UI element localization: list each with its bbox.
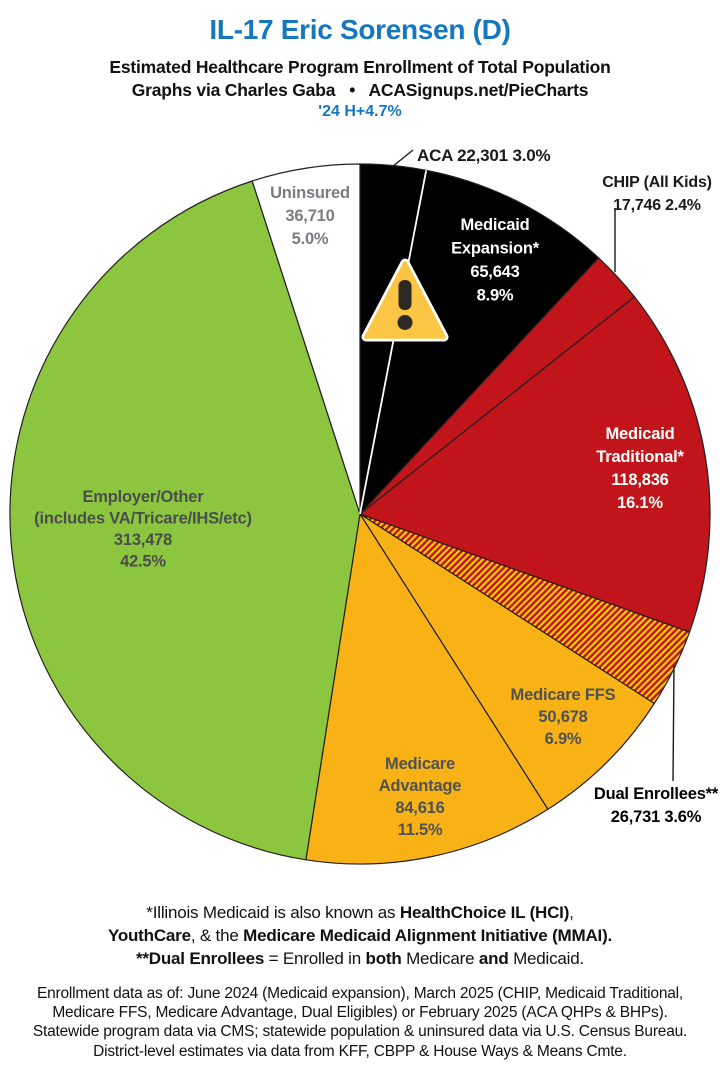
slice-label-medicare-advantage: Medicare Advantage 84,616 11.5% [379, 755, 462, 839]
source-note-line: Statewide program data via CMS; statewid… [32, 1023, 688, 1041]
slice-label-medicare-ffs: Medicare FFS 50,678 6.9% [511, 686, 616, 748]
aca-expansion-divider [359, 170, 428, 515]
leader-lines [391, 149, 675, 782]
pie-slice-employer-other [9, 180, 361, 861]
enrollment-change-note: '24 H+4.7% [318, 103, 402, 120]
slice-label-medicaid-expansion: Medicaid Expansion* 65,643 8.9% [451, 216, 540, 305]
slice-label-aca: ACA 22,301 3.0% [417, 146, 550, 165]
slice-label-chip: CHIP (All Kids) 17,746 2.4% [602, 174, 712, 214]
slice-label-medicaid-traditional: Medicaid Traditional* 118,836 16.1% [596, 425, 684, 512]
slice-label-employer-other: Employer/Other (includes VA/Tricare/IHS/e… [34, 488, 252, 571]
footnote-line: **Dual Enrollees = Enrolled in both Medi… [135, 949, 585, 968]
pie-slice-medicare-advantage [305, 512, 549, 865]
page-title: IL-17 Eric Sorensen (D) [209, 14, 511, 45]
subtitle-line-2: Graphs via Charles Gaba • ACASignups.net… [131, 80, 589, 100]
pie-slices [9, 163, 711, 865]
footnote-line: YouthCare, & the Medicare Medicaid Align… [107, 926, 613, 945]
slice-labels: ACA 22,301 3.0% Medicaid Expansion* 65,643 8… [34, 146, 719, 839]
medicaid-footnote: *Illinois Medicaid is also known as Heal… [0, 901, 720, 970]
slice-label-uninsured: Uninsured 36,710 5.0% [270, 184, 350, 248]
pie-slice-medicaid-traditional [358, 295, 711, 633]
pie-slice-uninsured [251, 163, 361, 515]
source-note-line: District-level estimates via data from K… [93, 1042, 627, 1060]
aca-leader-line [391, 149, 414, 168]
source-note-line: Enrollment data as of: June 2024 (Medica… [36, 985, 684, 1002]
slice-label-dual-enrollees: Dual Enrollees** 26,731 3.6% [594, 785, 719, 826]
pie-slice-medicaid-expansion [359, 169, 600, 516]
footnote-line: *Illinois Medicaid is also known as Heal… [146, 903, 574, 922]
source-note: Enrollment data as of: June 2024 (Medica… [0, 984, 720, 1061]
source-note-line: Medicare FFS, Medicare Advantage, Dual E… [52, 1004, 668, 1022]
dual-leader-line [672, 665, 675, 782]
subtitle-line-1: Estimated Healthcare Program Enrollment … [109, 57, 611, 77]
warning-triangle-icon [361, 258, 449, 342]
pie-slice-medicare-ffs [359, 513, 656, 811]
